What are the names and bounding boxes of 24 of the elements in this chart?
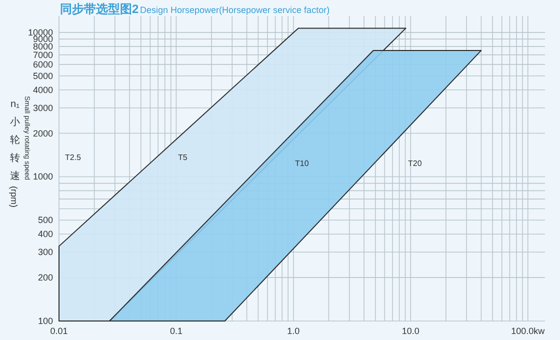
annotation: T10 [295, 159, 310, 168]
y-tick-label: 1000 [32, 172, 53, 182]
x-tick-label: 100.0kw [511, 326, 546, 336]
y-tick-label: 500 [38, 215, 53, 226]
y-tick-label: 7000 [32, 50, 53, 60]
y-tick-label: 400 [38, 229, 53, 240]
y-tick-label: 5000 [32, 70, 53, 81]
x-tick-label: 0.01 [50, 326, 68, 336]
y-tick-label: 300 [38, 247, 53, 258]
y-tick-label: 2000 [32, 128, 53, 138]
y-tick-label: 200 [38, 272, 53, 283]
chart-title: 同步带选型图2 [60, 2, 139, 16]
annotation: T20 [408, 159, 422, 168]
annotation: T5 [178, 153, 188, 162]
ylabel: n₁小轮转速(rpm) [9, 99, 20, 208]
x-tick-label: 1.0 [287, 326, 300, 336]
y-tick-label: 4000 [32, 84, 53, 95]
x-tick-label: 10.0 [402, 326, 420, 336]
y-tick-label: 100 [38, 316, 53, 326]
x-tick-label: 0.1 [170, 326, 182, 336]
y-tick-label: 3000 [32, 102, 53, 113]
y-tick-label: 6000 [32, 59, 53, 70]
chart-subtitle: Design Horsepower(Horsepower service factor) [140, 5, 330, 15]
annotation: T2.5 [65, 153, 82, 162]
